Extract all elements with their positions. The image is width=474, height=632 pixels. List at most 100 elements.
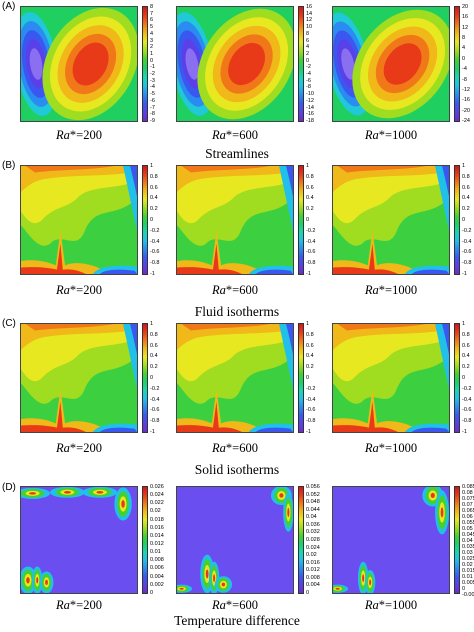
colorbar-tick: 0.016: [306, 559, 320, 566]
contour-field: [177, 487, 293, 593]
colorbar-tick: 0.004: [150, 573, 164, 580]
colorbar-tick: 0.8: [150, 331, 158, 338]
colorbar-tick: -12: [306, 97, 314, 104]
colorbar-tick: -1: [150, 428, 155, 435]
colorbar-tick: -18: [306, 117, 314, 124]
colorbar-tick: 0.06: [462, 514, 473, 520]
colorbar-tick: 0.012: [150, 540, 164, 547]
colorbar-tick: -1: [150, 270, 155, 277]
colorbar-tick: 0: [306, 216, 310, 223]
colorbar-tick: 0.8: [306, 173, 314, 180]
colorbar-tick: 0.02: [150, 508, 161, 515]
contour-field: [177, 324, 293, 432]
colorbar-a3: [454, 6, 460, 122]
colorbar-tick: -0.6: [306, 407, 316, 414]
colorbar-tick: 0.01: [462, 574, 473, 580]
contour-field: [333, 324, 449, 432]
colorbar-tick: 6: [150, 17, 154, 24]
colorbar-tick: 0.8: [150, 173, 158, 180]
colorbar-d1: [142, 486, 148, 594]
ra-label-d2: Ra*=600: [212, 598, 258, 612]
colorbar-tick: -0.2: [150, 385, 160, 392]
colorbar-tick: 0.004: [306, 582, 320, 589]
colorbar-tick: -9: [150, 117, 155, 124]
colorbar-tick: 0.03: [462, 550, 473, 556]
colorbar-tick: 0.024: [150, 492, 164, 499]
colorbar-tick: 0: [150, 57, 154, 64]
colorbar-tick: 0.05: [462, 526, 473, 532]
colorbar-c2: [298, 323, 304, 433]
colorbar-tick: 0.2: [462, 206, 470, 213]
colorbar-tick: -7: [150, 104, 155, 111]
colorbar-tick: 0: [462, 216, 466, 223]
colorbar-tick: 0.018: [150, 516, 164, 523]
colorbar-d3: [454, 486, 460, 594]
colorbar-tick: 0.4: [150, 195, 158, 202]
colorbar-tick: 0.6: [150, 184, 158, 191]
ra-label-b1: Ra*=200: [56, 283, 102, 297]
colorbar-tick: -16: [462, 97, 470, 104]
plot-c2: [176, 323, 294, 433]
colorbar-tick: -0.005: [462, 592, 474, 598]
ra-label-d1: Ra*=200: [56, 598, 102, 612]
colorbar-tick: 0.01: [150, 549, 161, 556]
row-title-c: Solid isotherms: [194, 462, 280, 477]
colorbar-ticks-b3: 1 0.8 0.6 0.4 0.2 0 -0.2 -0.4 -0.6 -0.8 -1: [462, 163, 471, 277]
colorbar-tick: 0.002: [150, 581, 164, 588]
ra-label-b3: Ra*=1000: [364, 283, 418, 297]
colorbar-tick: -0.2: [306, 385, 316, 392]
colorbar-tick: -0.4: [462, 238, 472, 245]
colorbar-tick: -6: [150, 97, 155, 104]
colorbar-tick: 10: [306, 24, 313, 31]
plot-d3: [332, 486, 450, 594]
colorbar-tick: 0.4: [462, 353, 470, 360]
panel-label-a: (A): [2, 1, 16, 12]
colorbar-tick: 14: [306, 10, 313, 17]
panel-label-c: (C): [2, 318, 16, 329]
plot-c1: [20, 323, 138, 433]
colorbar-a2: [298, 6, 304, 122]
colorbar-tick: 0.005: [462, 580, 474, 586]
colorbar-tick: 0.4: [306, 353, 314, 360]
colorbar-tick: 0.006: [150, 565, 164, 572]
colorbar-tick: 0.015: [462, 568, 474, 574]
colorbar-tick: 0.032: [306, 529, 320, 536]
colorbar-d2: [298, 486, 304, 594]
colorbar-tick: 0: [150, 589, 154, 596]
colorbar-tick: 1: [150, 163, 154, 169]
colorbar-tick: 0.028: [306, 536, 320, 543]
colorbar-tick: -0.6: [306, 249, 316, 256]
colorbar-b2: [298, 165, 304, 275]
contour-field: [333, 7, 449, 121]
colorbar-tick: 0.04: [462, 538, 473, 544]
contour-field: [177, 7, 293, 121]
colorbar-tick: -0.2: [150, 227, 160, 234]
contour-field: [333, 487, 449, 593]
colorbar-tick: 0.065: [462, 508, 474, 514]
colorbar-tick: 0.2: [150, 364, 158, 371]
plot-d2: [176, 486, 294, 594]
colorbar-tick: 12: [462, 24, 469, 31]
colorbar-tick: 0.035: [462, 544, 474, 550]
colorbar-tick: -0.8: [462, 418, 472, 425]
row-title-b: Fluid isotherms: [194, 304, 280, 319]
colorbar-b1: [142, 165, 148, 275]
colorbar-tick: 4: [462, 45, 466, 52]
colorbar-tick: 0: [306, 589, 310, 596]
colorbar-tick: 0.6: [150, 342, 158, 349]
colorbar-tick: 0.044: [306, 506, 320, 513]
row-title-a: Streamlines: [205, 146, 269, 161]
colorbar-ticks-d3: 0.0850.080.0750.070.0650.060.0550.050.04…: [462, 484, 474, 598]
colorbar-tick: 0.8: [462, 331, 470, 338]
colorbar-tick: 0.025: [462, 556, 474, 562]
colorbar-tick: 0.6: [306, 342, 314, 349]
colorbar-tick: -14: [306, 104, 314, 111]
colorbar-tick: -1: [306, 270, 311, 277]
colorbar-tick: 0: [462, 374, 466, 381]
colorbar-tick: 7: [150, 10, 154, 17]
contour-field: [21, 7, 137, 121]
colorbar-tick: -4: [150, 84, 155, 91]
colorbar-tick: 0.045: [462, 532, 474, 538]
colorbar-tick: 1: [306, 321, 310, 327]
colorbar-a1: [142, 6, 148, 122]
